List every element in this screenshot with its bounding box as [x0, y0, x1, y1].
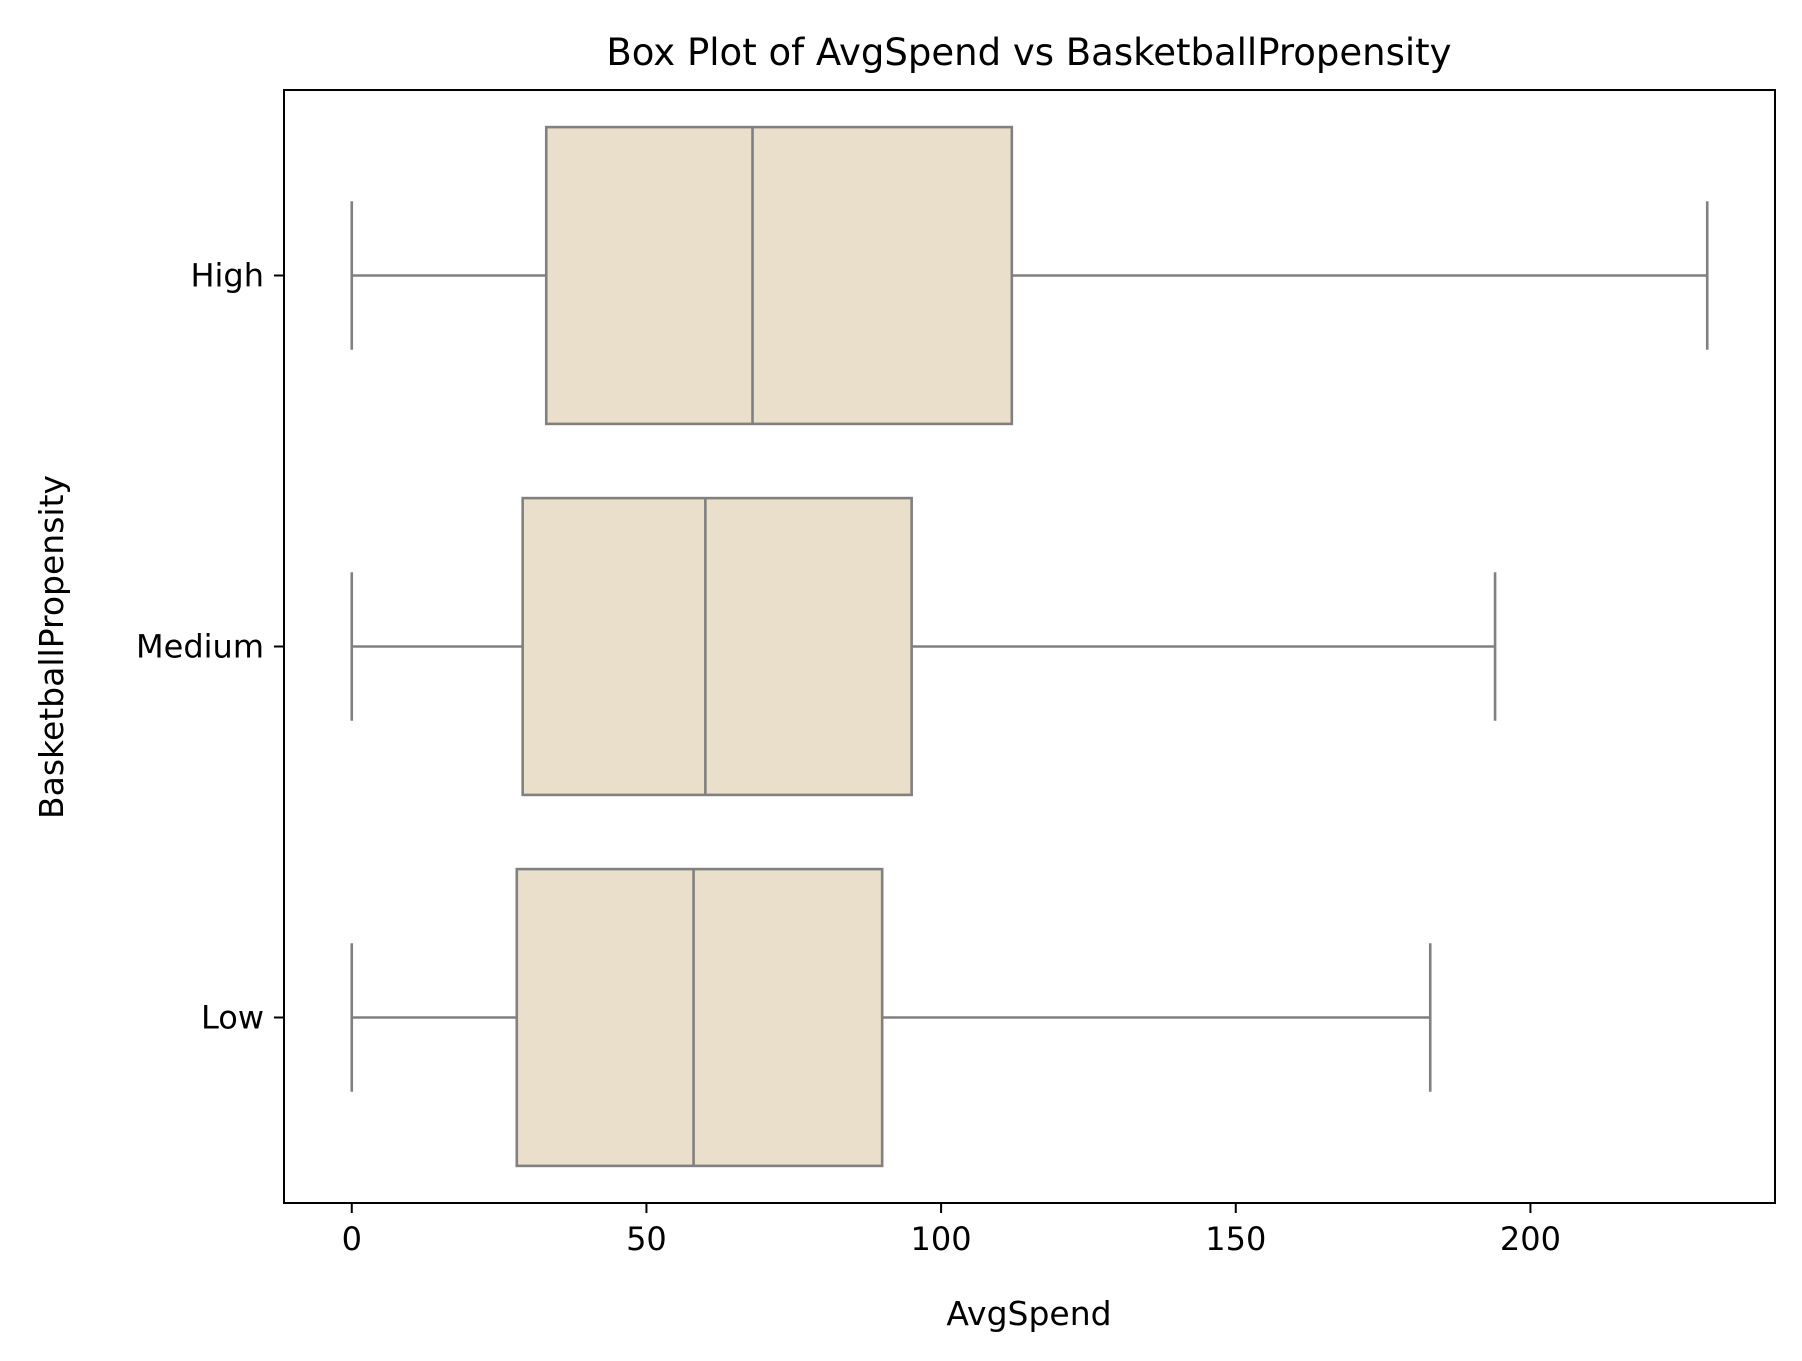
y-axis-label: BasketballPropensity: [32, 475, 71, 819]
box-group-high: [350, 125, 1709, 426]
x-tick-label: 0: [342, 1220, 362, 1258]
x-axis-label: AvgSpend: [946, 1294, 1111, 1333]
x-tick-label: 100: [911, 1220, 972, 1258]
box-group-low: [350, 867, 1432, 1168]
iqr-box: [521, 496, 913, 797]
x-tick-label: 200: [1500, 1220, 1561, 1258]
iqr-box: [544, 125, 1014, 426]
y-tick-label: Medium: [136, 628, 264, 666]
chart-title: Box Plot of AvgSpend vs BasketballPropen…: [606, 31, 1451, 74]
x-tick-label: 150: [1205, 1220, 1266, 1258]
y-tick-label: Low: [201, 999, 264, 1037]
x-axis: 0 50 100 150 200: [342, 1203, 1561, 1258]
y-tick-label: High: [190, 257, 264, 295]
box-group-medium: [350, 496, 1497, 797]
plot-area: [350, 125, 1709, 1168]
x-tick-label: 50: [626, 1220, 667, 1258]
iqr-box: [515, 867, 884, 1168]
y-axis: High Medium Low: [136, 257, 284, 1037]
